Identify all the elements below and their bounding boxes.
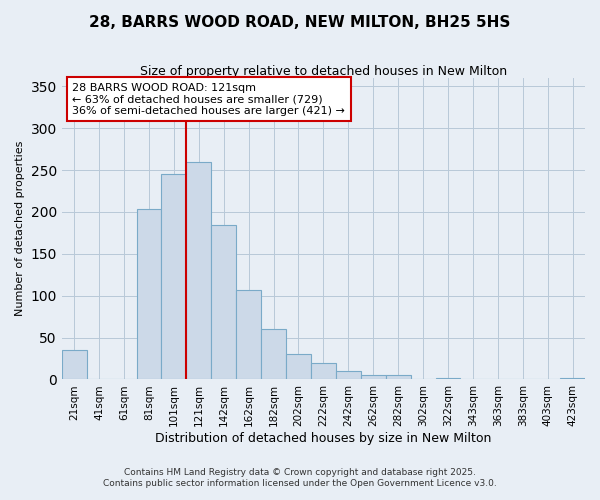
- Bar: [261, 329, 286, 380]
- Bar: [187, 162, 211, 380]
- Bar: [161, 174, 187, 380]
- Bar: [560, 378, 585, 380]
- Bar: [62, 350, 87, 380]
- Bar: [386, 376, 410, 380]
- Y-axis label: Number of detached properties: Number of detached properties: [15, 141, 25, 316]
- Title: Size of property relative to detached houses in New Milton: Size of property relative to detached ho…: [140, 65, 507, 78]
- Bar: [137, 210, 161, 380]
- Bar: [286, 354, 311, 380]
- Text: 28 BARRS WOOD ROAD: 121sqm
← 63% of detached houses are smaller (729)
36% of sem: 28 BARRS WOOD ROAD: 121sqm ← 63% of deta…: [72, 82, 345, 116]
- Bar: [336, 371, 361, 380]
- Bar: [236, 290, 261, 380]
- X-axis label: Distribution of detached houses by size in New Milton: Distribution of detached houses by size …: [155, 432, 491, 445]
- Text: Contains HM Land Registry data © Crown copyright and database right 2025.
Contai: Contains HM Land Registry data © Crown c…: [103, 468, 497, 487]
- Bar: [311, 362, 336, 380]
- Bar: [211, 224, 236, 380]
- Bar: [436, 378, 460, 380]
- Bar: [361, 376, 386, 380]
- Text: 28, BARRS WOOD ROAD, NEW MILTON, BH25 5HS: 28, BARRS WOOD ROAD, NEW MILTON, BH25 5H…: [89, 15, 511, 30]
